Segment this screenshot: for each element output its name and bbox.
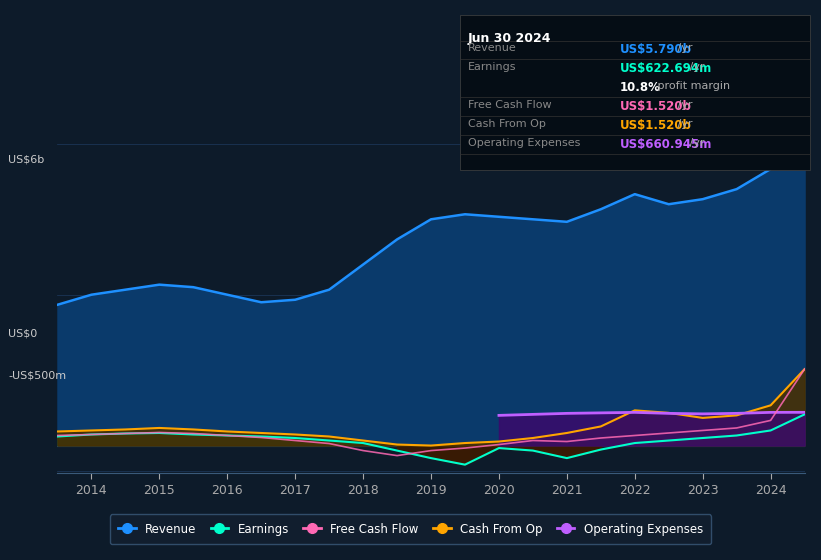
Text: /yr: /yr	[686, 138, 704, 148]
Text: /yr: /yr	[674, 119, 692, 129]
Text: /yr: /yr	[674, 43, 692, 53]
Text: US$1.520b: US$1.520b	[620, 119, 692, 132]
Text: US$5.790b: US$5.790b	[620, 43, 692, 56]
Text: US$1.520b: US$1.520b	[620, 100, 692, 113]
Text: US$660.945m: US$660.945m	[620, 138, 713, 151]
Text: Revenue: Revenue	[468, 43, 516, 53]
Text: 10.8%: 10.8%	[620, 81, 661, 94]
FancyBboxPatch shape	[460, 15, 810, 170]
Text: Operating Expenses: Operating Expenses	[468, 138, 580, 148]
Text: Jun 30 2024: Jun 30 2024	[468, 32, 552, 45]
Text: Earnings: Earnings	[468, 62, 516, 72]
Text: profit margin: profit margin	[654, 81, 730, 91]
Text: /yr: /yr	[674, 100, 692, 110]
Text: -US$500m: -US$500m	[8, 370, 67, 380]
Text: /yr: /yr	[686, 62, 704, 72]
Text: US$0: US$0	[8, 328, 37, 338]
Text: US$622.694m: US$622.694m	[620, 62, 713, 75]
Text: Cash From Op: Cash From Op	[468, 119, 546, 129]
Text: Free Cash Flow: Free Cash Flow	[468, 100, 552, 110]
Legend: Revenue, Earnings, Free Cash Flow, Cash From Op, Operating Expenses: Revenue, Earnings, Free Cash Flow, Cash …	[109, 515, 712, 544]
Text: US$6b: US$6b	[8, 155, 44, 165]
